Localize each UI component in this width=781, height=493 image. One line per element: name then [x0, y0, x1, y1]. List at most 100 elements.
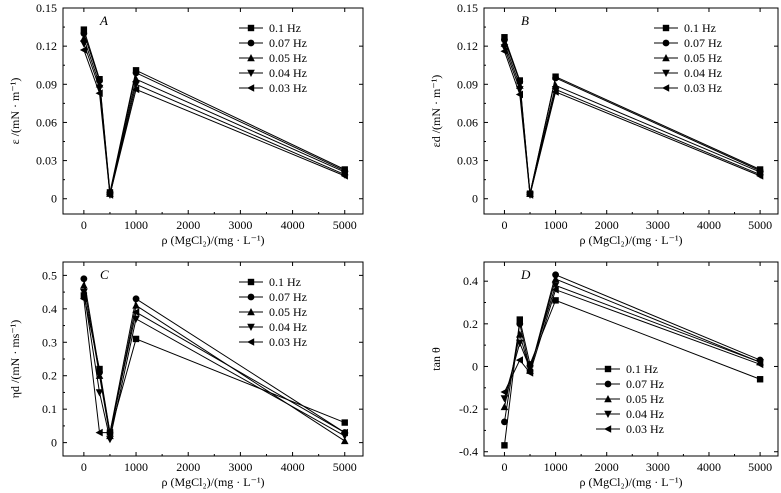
legend-label: 0.03 Hz [626, 422, 664, 436]
data-point [106, 436, 114, 444]
y-axis-label: tan θ [429, 347, 443, 371]
panel-C: 0 1000 2000 3000 4000 5000 0 0.1 0.2 0.3 0.4 0.5 0.1… [8, 261, 364, 489]
x-tick-label: 3000 [646, 460, 670, 474]
x-tick-label: 2000 [595, 460, 619, 474]
data-point [132, 315, 140, 323]
data-point [80, 275, 88, 283]
legend-marker [247, 338, 255, 346]
legend-label: 0.04 Hz [684, 66, 722, 80]
y-tick-label: -0.2 [459, 402, 478, 416]
data-point [552, 297, 559, 304]
legend-marker [604, 395, 612, 403]
legend-marker [247, 54, 255, 62]
data-point [500, 47, 508, 56]
data-point [515, 356, 523, 364]
data-point [132, 69, 140, 77]
panel-letter: A [99, 13, 108, 28]
legend-marker [247, 69, 255, 77]
x-tick-label: 5000 [333, 218, 357, 232]
data-point [551, 285, 559, 294]
data-point [756, 376, 764, 383]
data-point [95, 389, 104, 397]
legend-marker [247, 39, 255, 47]
data-point [95, 428, 103, 437]
data-point [80, 288, 88, 297]
x-tick-label: 5000 [748, 218, 772, 232]
data-point [500, 44, 509, 52]
data-point [132, 81, 140, 89]
x-tick-label: 4000 [281, 218, 305, 232]
x-tick-label: 3000 [228, 460, 252, 474]
data-point [80, 40, 88, 48]
x-tick-label: 5000 [333, 460, 357, 474]
legend-label: 0.03 Hz [684, 81, 722, 95]
y-tick-label: 0.03 [36, 154, 57, 168]
legend-label: 0.1 Hz [269, 21, 301, 35]
legend-marker [247, 84, 255, 92]
legend-label: 0.04 Hz [269, 320, 307, 334]
y-tick-label: 0 [51, 436, 57, 450]
legend-marker [662, 69, 670, 77]
legend-marker [662, 54, 670, 62]
legend-label: 0.1 Hz [269, 275, 301, 289]
legend-marker [604, 410, 612, 418]
legend-marker [662, 24, 670, 32]
legend-label: 0.04 Hz [269, 66, 307, 80]
data-point [80, 281, 88, 289]
x-tick-label: 1000 [544, 218, 568, 232]
data-point [756, 360, 764, 369]
panel-B: 0 1000 2000 3000 4000 5000 0 0.03 0.06 0.09 0.12 0.… [429, 1, 779, 247]
legend-label: 0.03 Hz [269, 81, 307, 95]
plot-frame [483, 261, 779, 457]
data-point [79, 294, 88, 303]
y-tick-label: 0.2 [42, 369, 57, 383]
y-tick-label: 0 [51, 192, 57, 206]
legend-label: 0.05 Hz [269, 51, 307, 65]
legend-marker [247, 278, 255, 286]
legend-label: 0.07 Hz [684, 36, 722, 50]
data-point [515, 330, 524, 338]
data-point [105, 428, 114, 437]
y-tick-label: 0.12 [36, 39, 57, 53]
x-tick-label: 2000 [595, 218, 619, 232]
data-point [132, 85, 140, 94]
legend-marker [247, 24, 255, 32]
data-point [95, 89, 103, 97]
y-tick-label: -0.4 [459, 445, 478, 459]
data-point [105, 191, 114, 199]
y-tick-label: 0.15 [457, 1, 478, 15]
x-tick-label: 0 [501, 460, 507, 474]
legend-marker [604, 365, 612, 373]
data-point [341, 419, 348, 426]
legend-label: 0.05 Hz [269, 305, 307, 319]
data-point [516, 316, 523, 323]
data-point [340, 172, 348, 180]
y-tick-label: 0.06 [457, 115, 478, 129]
data-point [501, 418, 508, 426]
y-tick-label: 0.4 [42, 302, 57, 316]
x-tick-label: 3000 [646, 218, 670, 232]
legend-marker [604, 380, 612, 388]
y-tick-label: 0.1 [42, 402, 57, 416]
plot-frame [62, 7, 364, 215]
data-point [515, 90, 523, 99]
y-tick-label: 0.4 [463, 274, 478, 288]
data-point [526, 361, 534, 368]
y-axis-label: ηd /(mN · ms⁻¹) [8, 320, 22, 399]
data-point [515, 339, 524, 348]
legend-label: 0.05 Hz [684, 51, 722, 65]
data-point [132, 308, 140, 316]
data-point [132, 335, 140, 343]
data-point [551, 88, 559, 96]
panel-letter: C [100, 267, 109, 282]
legend-marker [247, 323, 255, 331]
y-tick-label: 0.15 [36, 1, 57, 15]
legend-label: 0.1 Hz [626, 362, 658, 376]
x-tick-label: 3000 [228, 218, 252, 232]
y-tick-label: 0.5 [42, 268, 57, 282]
data-point [552, 74, 559, 82]
data-point [551, 275, 560, 283]
data-point [79, 46, 88, 54]
y-tick-label: 0.03 [457, 154, 478, 168]
